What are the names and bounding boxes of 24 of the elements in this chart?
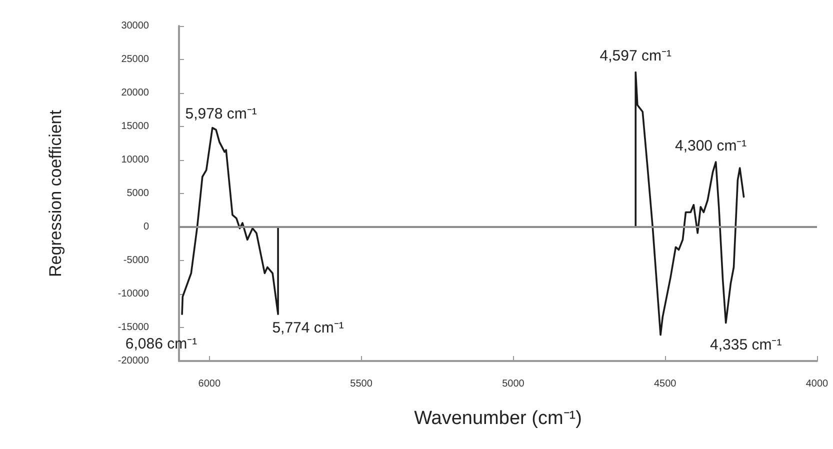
x-tick-label: 4500	[654, 378, 677, 390]
y-tick-label: -5000	[123, 255, 150, 266]
annotation: 4,300 cm⁻¹	[674, 138, 747, 155]
x-tick-label: 4000	[806, 378, 829, 390]
y-tick-label: 10000	[121, 154, 150, 166]
y-tick-label: 5000	[126, 188, 150, 199]
x-tick-label: 5000	[502, 378, 525, 390]
y-tick-label: 20000	[121, 88, 150, 98]
y-tick-label: -15000	[118, 322, 150, 333]
y-axis-title: Regression coefficient	[46, 110, 65, 277]
y-tick-label: 15000	[121, 121, 150, 132]
y-tick-label: -10000	[118, 288, 150, 300]
x-tick-label: 5500	[350, 378, 373, 390]
y-tick-label: 0	[143, 222, 150, 232]
x-axis-title: Wavenumber (cm⁻¹)	[414, 408, 582, 429]
x-tick-label: 6000	[198, 378, 221, 390]
annotation: 6,086 cm⁻¹	[125, 336, 198, 353]
annotation: 4,597 cm⁻¹	[600, 48, 672, 65]
annotation: 4,335 cm⁻¹	[710, 336, 782, 354]
annotation: 5,774 cm⁻¹	[272, 320, 344, 337]
y-tick-label: 25000	[121, 54, 150, 65]
y-tick-label: 30000	[121, 20, 150, 32]
y-tick-label: -20000	[118, 356, 150, 366]
annotation: 5,978 cm⁻¹	[185, 105, 257, 122]
